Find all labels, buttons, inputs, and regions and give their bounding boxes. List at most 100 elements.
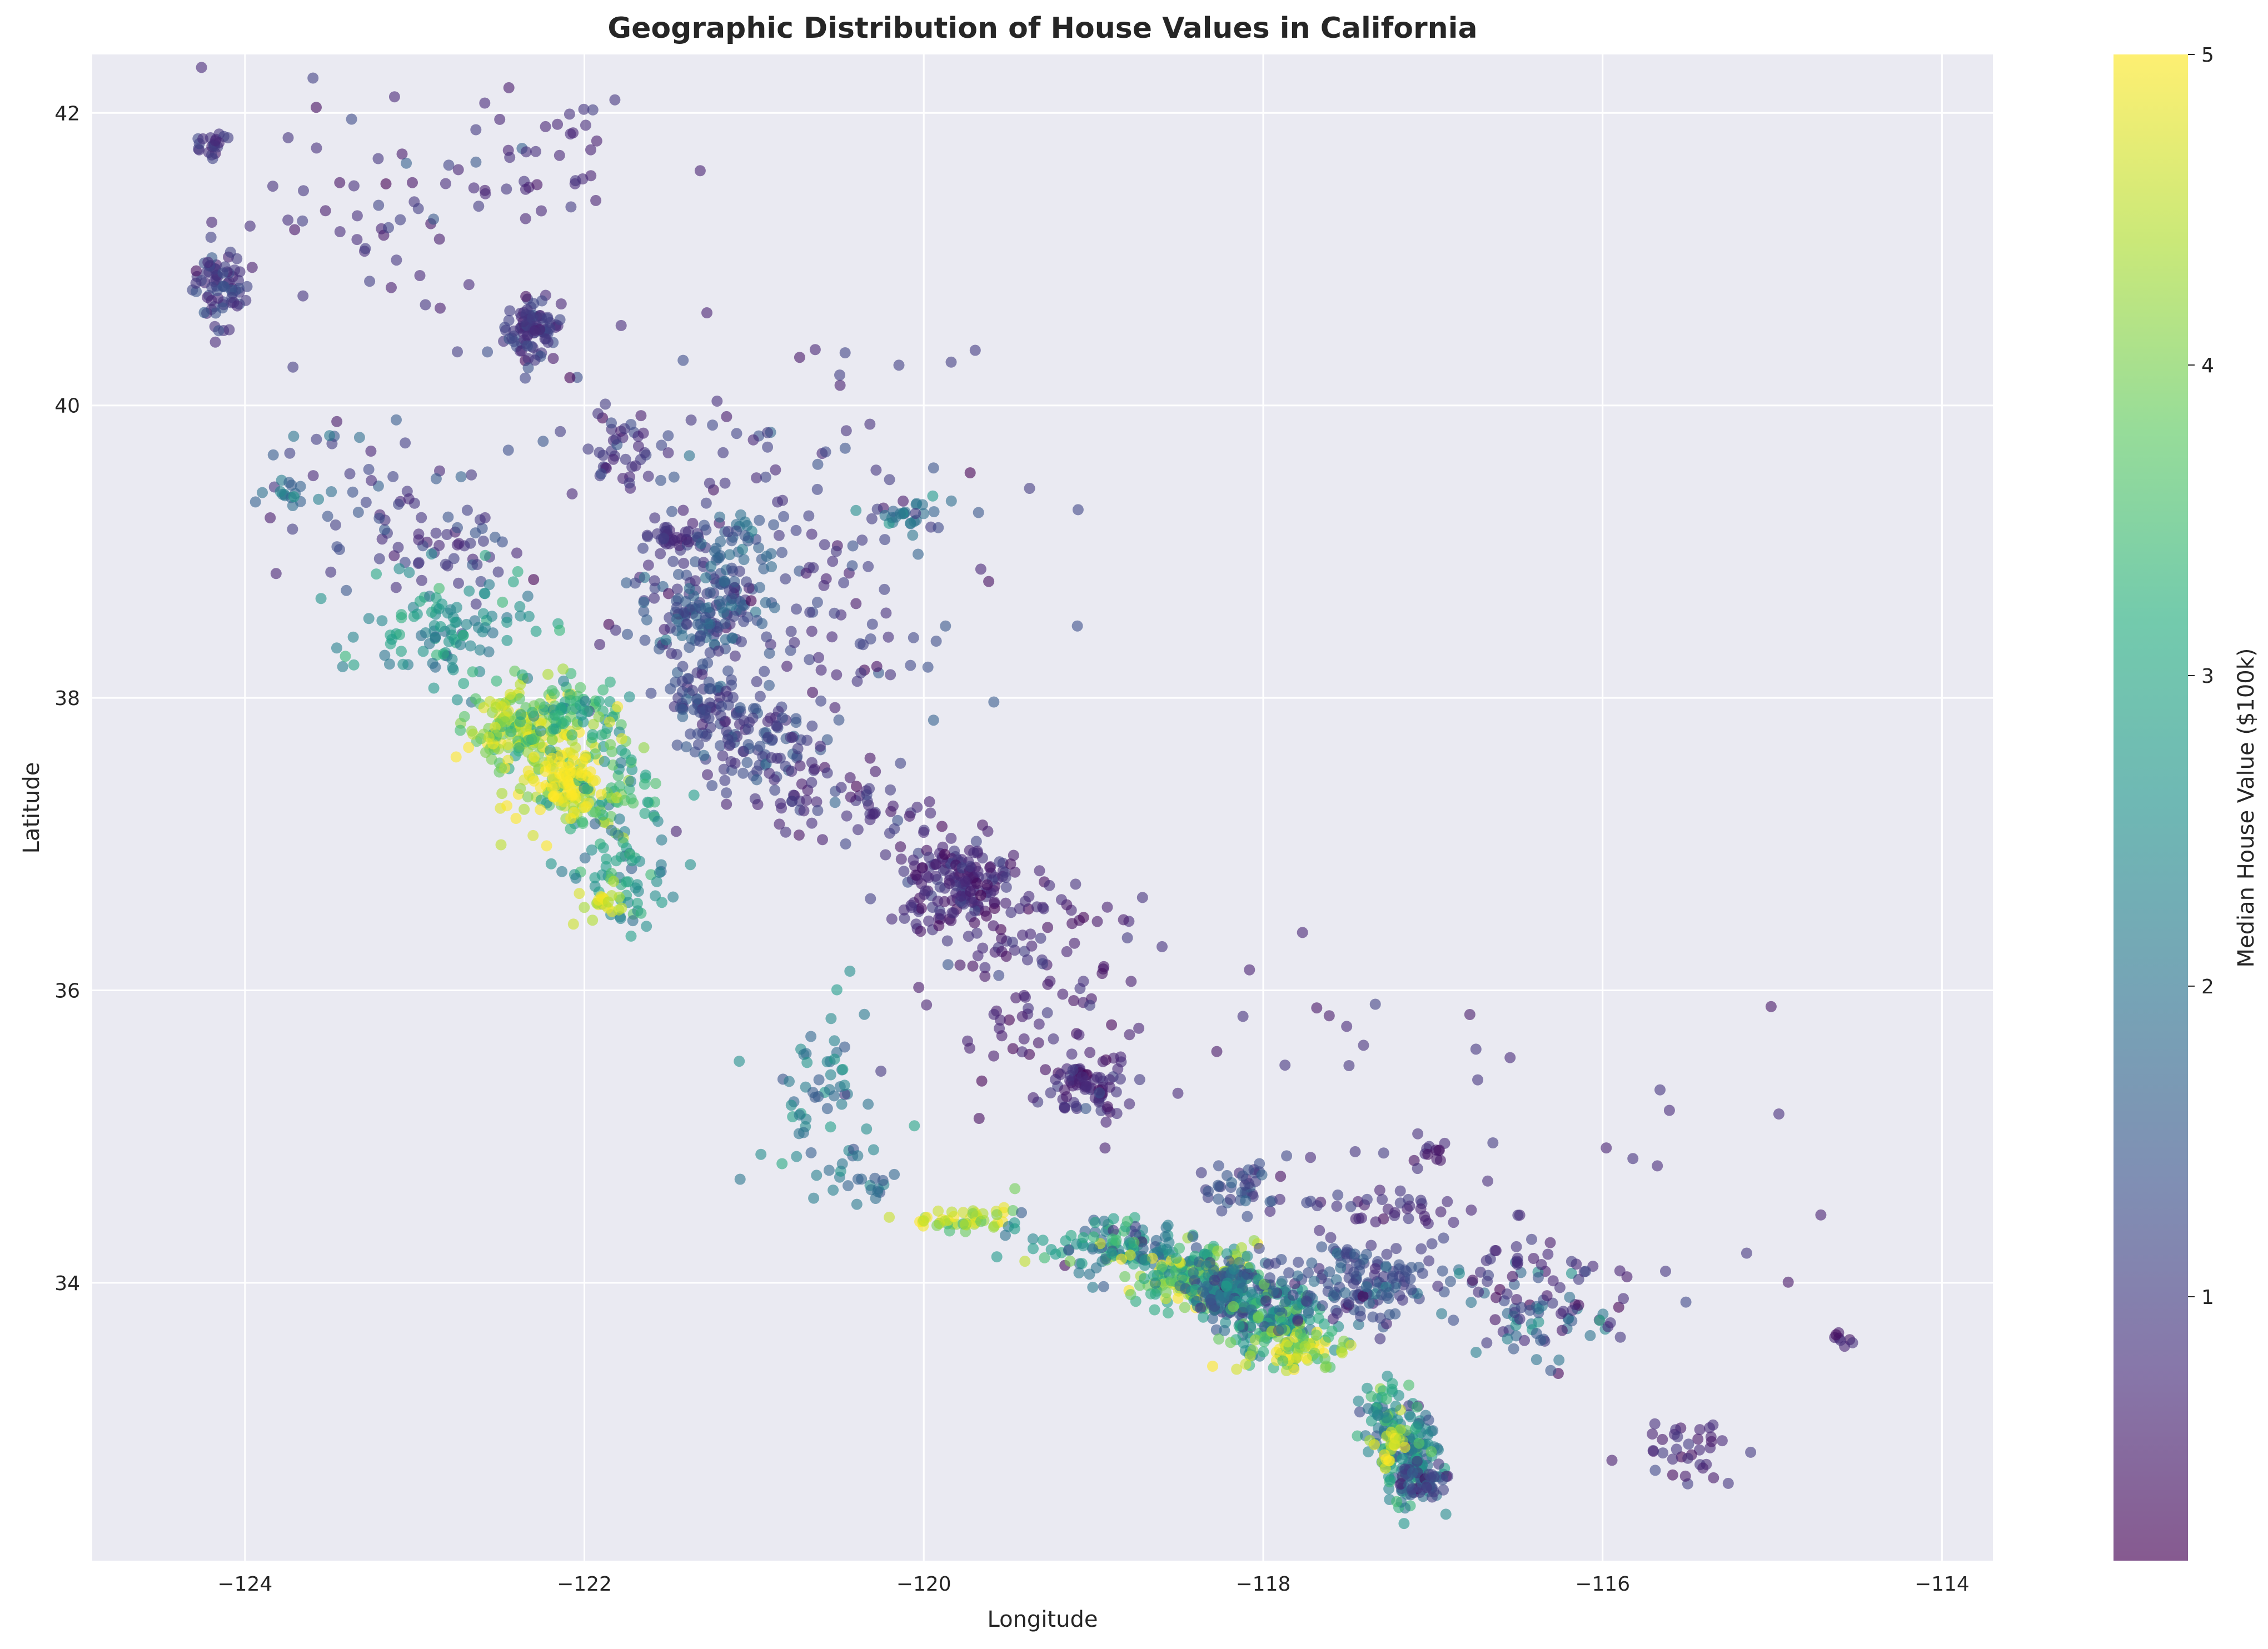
data-point: [976, 1075, 988, 1087]
data-point: [547, 353, 559, 364]
data-point: [442, 511, 454, 523]
data-point: [778, 511, 790, 522]
data-point: [191, 265, 202, 277]
data-point: [443, 636, 455, 647]
data-point: [1100, 1116, 1112, 1128]
data-point: [911, 498, 923, 509]
data-point: [1106, 1247, 1118, 1259]
data-point: [1332, 1189, 1344, 1201]
data-point: [695, 629, 706, 641]
data-point: [426, 548, 437, 560]
data-point: [1283, 1267, 1295, 1278]
data-point: [1121, 1216, 1133, 1227]
data-point: [635, 454, 646, 466]
data-point: [1536, 1259, 1547, 1270]
data-point: [839, 347, 851, 358]
data-point: [535, 804, 546, 816]
data-point: [1345, 1340, 1357, 1351]
data-point: [843, 1180, 854, 1192]
data-point: [719, 774, 731, 786]
data-point: [615, 319, 627, 331]
data-point: [979, 962, 991, 973]
data-point: [1160, 1287, 1172, 1298]
data-point: [807, 1087, 819, 1098]
data-point: [886, 913, 898, 925]
data-point: [642, 796, 654, 808]
data-point: [939, 1215, 951, 1227]
data-point: [841, 810, 853, 822]
data-point: [879, 583, 890, 595]
data-point: [1697, 1462, 1709, 1474]
data-point: [863, 561, 874, 572]
data-point: [904, 811, 915, 822]
data-point: [975, 563, 986, 575]
data-point: [1390, 1400, 1402, 1412]
data-point: [809, 344, 821, 356]
data-point: [1091, 1071, 1103, 1083]
data-point: [574, 888, 585, 900]
data-point: [267, 181, 278, 192]
data-point: [1383, 1455, 1394, 1467]
data-point: [839, 1080, 850, 1091]
data-point: [1411, 1401, 1423, 1413]
data-point: [741, 576, 752, 588]
data-point: [798, 805, 810, 817]
data-point: [969, 344, 981, 356]
data-point: [934, 881, 946, 893]
data-point: [408, 611, 420, 622]
data-point: [785, 1100, 797, 1111]
data-point: [1332, 1247, 1343, 1259]
data-point: [1405, 1284, 1417, 1296]
data-point: [570, 175, 581, 187]
data-point: [1567, 1305, 1578, 1316]
data-point: [836, 1158, 848, 1170]
data-point: [1490, 1245, 1502, 1256]
data-point: [213, 325, 225, 337]
data-point: [340, 651, 351, 662]
data-point: [1270, 1346, 1282, 1358]
data-point: [1245, 1287, 1257, 1298]
data-point: [1370, 1216, 1382, 1228]
data-point: [1377, 1194, 1388, 1205]
data-point: [435, 302, 446, 314]
data-point: [1190, 1242, 1202, 1253]
data-point: [1512, 1210, 1524, 1221]
data-point: [721, 411, 732, 422]
data-point: [1172, 1292, 1184, 1304]
data-point: [871, 503, 883, 515]
data-point: [685, 859, 696, 871]
data-point: [270, 568, 282, 579]
data-point: [612, 701, 624, 712]
data-point: [589, 872, 601, 883]
data-point: [1323, 1331, 1334, 1343]
data-point: [1165, 1275, 1177, 1287]
data-point: [1524, 1305, 1536, 1316]
data-point: [417, 646, 429, 657]
data-point: [225, 246, 236, 258]
data-point: [1034, 865, 1045, 877]
data-point: [1541, 1290, 1553, 1302]
data-point: [1308, 1276, 1320, 1287]
data-point: [1314, 1225, 1325, 1236]
data-point: [577, 818, 589, 829]
data-point: [668, 471, 680, 483]
data-point: [1016, 1011, 1028, 1022]
data-point: [331, 541, 343, 553]
data-point: [555, 426, 566, 437]
data-point: [794, 352, 805, 363]
data-point: [856, 534, 868, 546]
data-point: [927, 490, 939, 502]
data-point: [1078, 1240, 1089, 1252]
data-point: [815, 741, 826, 752]
data-point: [662, 430, 674, 442]
data-point: [690, 556, 701, 568]
data-point: [1000, 881, 1012, 893]
data-point: [1121, 932, 1133, 943]
data-point: [871, 661, 883, 672]
data-point: [414, 596, 426, 607]
data-point: [298, 185, 309, 197]
data-point: [1482, 1276, 1493, 1287]
x-tick-label: −118: [1236, 1573, 1291, 1596]
data-point: [1580, 1266, 1592, 1277]
data-point: [1663, 1105, 1675, 1116]
